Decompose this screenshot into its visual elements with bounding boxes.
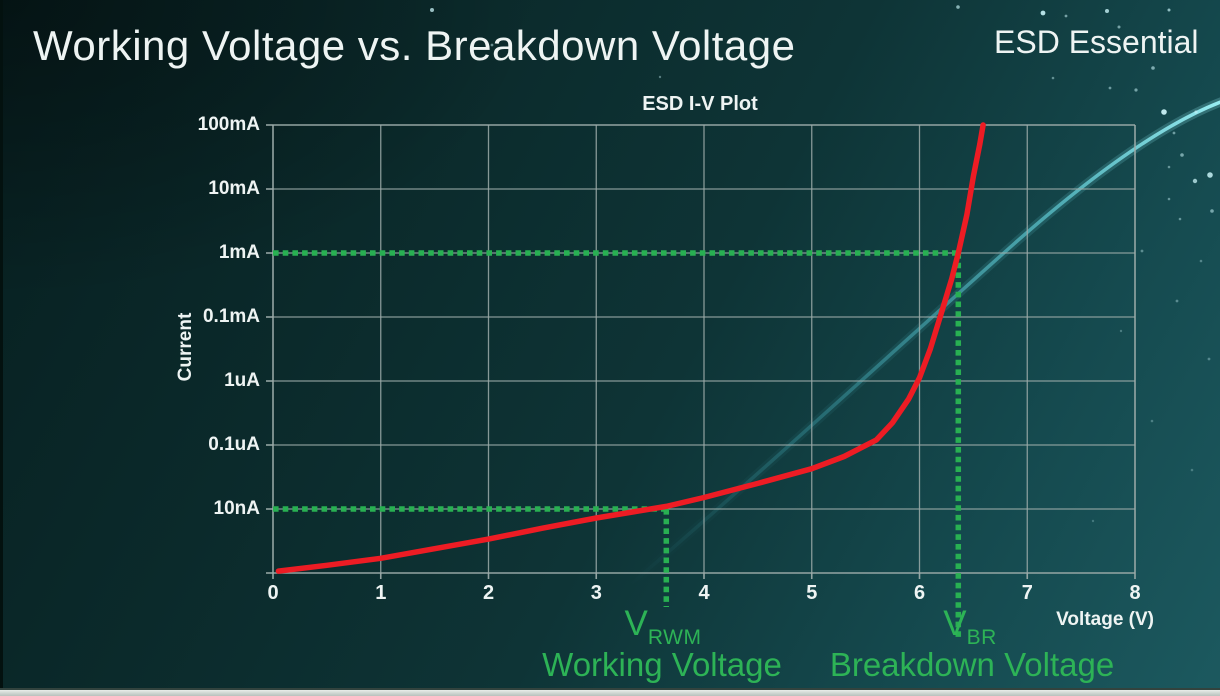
- chart-title: ESD I-V Plot: [642, 93, 758, 115]
- vrwm-subscript: RWM: [647, 626, 702, 649]
- x-tick-label: 5: [806, 582, 818, 604]
- slide-title: Working Voltage vs. Breakdown Voltage: [33, 22, 796, 69]
- y-tick-label: 0.1mA: [202, 306, 260, 327]
- star-dot: [956, 5, 960, 9]
- star-dot: [1167, 8, 1171, 12]
- iv-curve: [275, 122, 986, 574]
- star-dot: [1167, 165, 1171, 169]
- star-dot: [1051, 76, 1055, 80]
- star-dot: [1105, 9, 1109, 13]
- vrwm-label: VRWM: [624, 604, 702, 650]
- iv-plot: [266, 122, 1136, 637]
- star-dot: [1064, 14, 1068, 18]
- star-dot: [1108, 86, 1112, 90]
- vbr-subscript: BR: [966, 626, 997, 649]
- y-tick-label: 10mA: [208, 178, 260, 199]
- y-axis-title: Current: [175, 312, 196, 382]
- y-tick-label: 0.1uA: [208, 434, 260, 455]
- star-dot: [1194, 110, 1198, 114]
- x-tick-label: 3: [590, 582, 602, 604]
- y-tick-label: 100mA: [197, 114, 260, 135]
- star-dot: [1161, 109, 1167, 115]
- star-dot: [1175, 299, 1179, 303]
- star-dot: [1167, 197, 1171, 201]
- bottom-edge-strip: [0, 688, 1220, 696]
- x-tick-label: 4: [698, 582, 710, 604]
- star-dot: [1207, 357, 1211, 361]
- left-edge-strip: [0, 0, 3, 696]
- y-tick-label: 1mA: [218, 242, 260, 263]
- star-dot: [1192, 178, 1198, 184]
- star-dot: [1172, 131, 1176, 135]
- y-tick-label: 10nA: [213, 498, 260, 519]
- vbr-label: VBR: [943, 604, 997, 650]
- star-dot: [1190, 468, 1194, 472]
- working-voltage-caption: Working Voltage: [542, 646, 782, 683]
- x-tick-label: 6: [913, 582, 926, 604]
- star-dot: [1150, 419, 1154, 423]
- x-tick-label: 7: [1021, 582, 1033, 604]
- star-dot: [1180, 153, 1184, 157]
- x-tick-label: 2: [482, 582, 495, 604]
- x-tick-label: 8: [1129, 582, 1141, 604]
- star-dot: [1207, 172, 1213, 178]
- star-dot: [1040, 10, 1046, 16]
- star-dot: [430, 8, 434, 12]
- star-dot: [1178, 217, 1182, 221]
- y-tick-label: 1uA: [224, 370, 260, 391]
- breakdown-voltage-caption: Breakdown Voltage: [829, 646, 1115, 683]
- star-dot: [1140, 249, 1144, 253]
- x-tick-label: 1: [375, 582, 387, 604]
- star-dot: [1199, 259, 1203, 263]
- star-dot: [1151, 66, 1155, 70]
- x-axis-title: Voltage (V): [1056, 609, 1154, 630]
- brand-label: ESD Essential: [994, 24, 1199, 60]
- star-dot: [658, 75, 662, 79]
- star-dot: [1210, 209, 1214, 213]
- x-tick-label: 0: [267, 582, 279, 604]
- star-dot: [1134, 88, 1138, 92]
